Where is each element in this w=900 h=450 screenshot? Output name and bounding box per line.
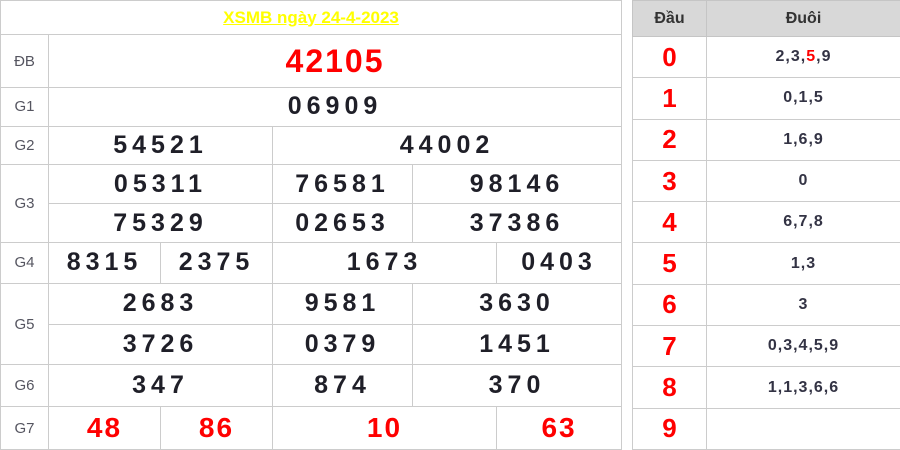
xsmb-result-table: XSMB ngày 24-4-2023 ĐB 42105 G1 06909 G2 5452…	[0, 0, 623, 450]
prize-number-g2: 54521	[48, 125, 273, 166]
prize-row-g6: G6 347 874 370	[0, 364, 623, 408]
dau-duoi-summary-table: Đầu Đuôi 0 2,3,5,9 1 0,1,5 2 1,6,9 3 0 4 6,7,8 5 1,…	[632, 0, 900, 450]
prize-number-g5: 3726	[48, 323, 273, 366]
dau-digit: 7	[632, 325, 707, 368]
prize-number-g7: 86	[160, 406, 273, 450]
prize-number-g4: 2375	[160, 241, 273, 284]
prize-label-db: ĐB	[0, 33, 49, 89]
summary-row-dau-0: 0 2,3,5,9	[632, 35, 900, 79]
duoi-digit-text: 1,3	[790, 254, 817, 272]
dau-digit: 1	[632, 77, 707, 120]
prize-number-g6: 874	[272, 364, 413, 408]
duoi-digits: 0,3,4,5,9	[706, 325, 900, 368]
duoi-digit-text: 0,1,5	[783, 89, 824, 107]
prize-row-g1: G1 06909	[0, 87, 623, 127]
prize-row-g2: G2 54521 44002	[0, 125, 623, 166]
prize-row-g5-line1: G5 2683 9581 3630	[0, 282, 623, 366]
summary-row-dau-5: 5 1,3	[632, 242, 900, 285]
summary-row-dau-7: 7 0,3,4,5,9	[632, 325, 900, 368]
summary-header-row: Đầu Đuôi	[632, 0, 900, 37]
prize-number-g5: 0379	[272, 323, 413, 366]
prize-number-g6: 347	[48, 364, 273, 408]
prize-row-g7: G7 48 86 10 63	[0, 406, 623, 450]
prize-row-g3-line1: G3 05311 76581 98146	[0, 164, 623, 243]
duoi-digit-text: 3	[798, 295, 809, 313]
prize-label-g3: G3	[0, 164, 49, 243]
prize-row-g5-line2: 3726 0379 1451	[1, 323, 623, 366]
prize-number-g3: 05311	[48, 164, 273, 205]
prize-number-g5: 2683	[48, 282, 273, 325]
result-table-header-row: XSMB ngày 24-4-2023	[0, 0, 623, 35]
prize-number-g3: 98146	[411, 164, 623, 205]
prize-number-db: 42105	[47, 33, 623, 89]
prize-number-g3: 75329	[48, 203, 273, 243]
prize-number-g5: 3630	[411, 282, 623, 325]
prize-label-g1: G1	[0, 87, 49, 127]
prize-number-g5: 1451	[411, 323, 623, 366]
prize-row-db: ĐB 42105	[0, 33, 623, 89]
prize-label-g5: G5	[0, 282, 49, 366]
prize-row-g4: G4 8315 2375 1673 0403	[0, 241, 623, 284]
prize-label-g7: G7	[0, 406, 49, 450]
xsmb-date-title-link[interactable]: XSMB ngày 24-4-2023	[223, 7, 399, 27]
dau-digit: 0	[632, 35, 707, 79]
duoi-digit-text: 6,7,8	[783, 213, 824, 231]
prize-label-g2: G2	[0, 125, 49, 166]
dau-digit: 6	[632, 283, 707, 327]
prize-number-g1: 06909	[47, 87, 623, 127]
dau-column-header: Đầu	[632, 0, 707, 37]
duoi-digits: 2,3,5,9	[706, 35, 900, 79]
prize-number-g4: 0403	[495, 241, 623, 284]
prize-number-g3: 37386	[411, 203, 623, 243]
summary-row-dau-9: 9	[632, 407, 900, 450]
prize-number-g4: 8315	[48, 241, 161, 284]
prize-number-g3: 76581	[272, 164, 413, 205]
prize-number-g5: 9581	[272, 282, 413, 325]
duoi-digit-text: 1,1,3,6,6	[767, 378, 840, 396]
prize-row-g3-line2: 75329 02653 37386	[1, 203, 623, 243]
duoi-digit-text: 0	[798, 172, 809, 190]
duoi-digits	[706, 407, 900, 450]
duoi-digits: 1,6,9	[706, 118, 900, 161]
prize-number-g2: 44002	[271, 125, 623, 166]
prize-number-g6: 370	[411, 364, 623, 408]
dau-digit: 4	[632, 201, 707, 244]
prize-number-g7: 63	[495, 406, 623, 450]
duoi-digits: 1,3	[706, 242, 900, 285]
dau-digit: 9	[632, 407, 707, 450]
duoi-digits: 1,1,3,6,6	[706, 366, 900, 409]
duoi-digit-highlight: 5	[806, 48, 817, 66]
duoi-digit-text: ,9	[816, 48, 832, 66]
prize-label-g6: G6	[0, 364, 49, 408]
duoi-digit-text: 1,6,9	[783, 130, 824, 148]
result-table-title-bar: XSMB ngày 24-4-2023	[0, 0, 623, 35]
duoi-digits: 6,7,8	[706, 201, 900, 244]
summary-row-dau-2: 2 1,6,9	[632, 118, 900, 161]
dau-digit: 2	[632, 118, 707, 161]
duoi-digit-text: 2,3,	[775, 48, 807, 66]
dau-digit: 5	[632, 242, 707, 285]
duoi-digit-text: 0,3,4,5,9	[767, 337, 840, 355]
duoi-column-header: Đuôi	[706, 0, 900, 37]
prize-number-g7: 48	[48, 406, 161, 450]
duoi-digits: 0	[706, 159, 900, 203]
prize-number-g7: 10	[272, 406, 497, 450]
duoi-digits: 3	[706, 283, 900, 327]
duoi-digits: 0,1,5	[706, 77, 900, 120]
prize-number-g4: 1673	[272, 241, 497, 284]
summary-row-dau-4: 4 6,7,8	[632, 201, 900, 244]
dau-digit: 3	[632, 159, 707, 203]
summary-row-dau-8: 8 1,1,3,6,6	[632, 366, 900, 409]
prize-number-g3: 02653	[272, 203, 413, 243]
prize-label-g4: G4	[0, 241, 49, 284]
summary-row-dau-1: 1 0,1,5	[632, 77, 900, 120]
dau-digit: 8	[632, 366, 707, 409]
